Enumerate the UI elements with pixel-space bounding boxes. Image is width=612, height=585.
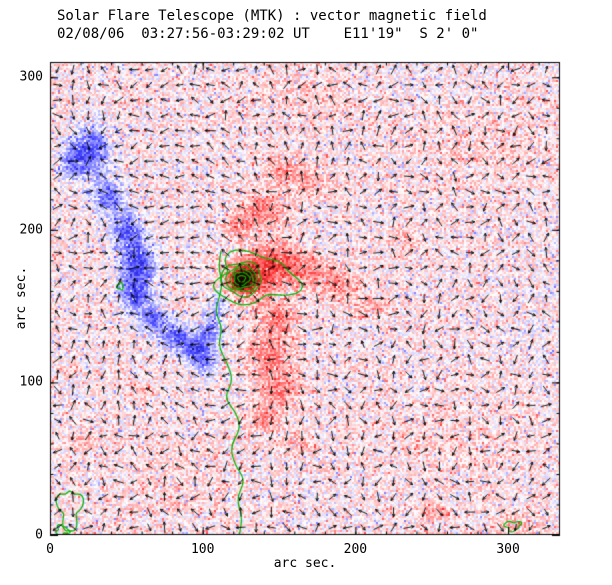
x-tick-label: 100 xyxy=(190,542,215,557)
x-axis-label: arc sec. xyxy=(273,556,337,571)
chart-subtitle: 02/08/06 03:27:56-03:29:02 UT E11'19" S … xyxy=(57,26,479,42)
y-tick-label: 300 xyxy=(19,69,43,85)
chart-title: Solar Flare Telescope (MTK) : vector mag… xyxy=(57,8,487,24)
y-tick-label: 0 xyxy=(35,527,43,543)
x-tick-label: 300 xyxy=(496,542,520,557)
x-tick-label: 0 xyxy=(46,542,54,557)
y-axis-label: arc sec. xyxy=(14,266,29,330)
y-tick-label: 200 xyxy=(19,222,43,238)
y-tick-label: 100 xyxy=(19,374,43,390)
x-tick-label: 200 xyxy=(343,542,368,557)
